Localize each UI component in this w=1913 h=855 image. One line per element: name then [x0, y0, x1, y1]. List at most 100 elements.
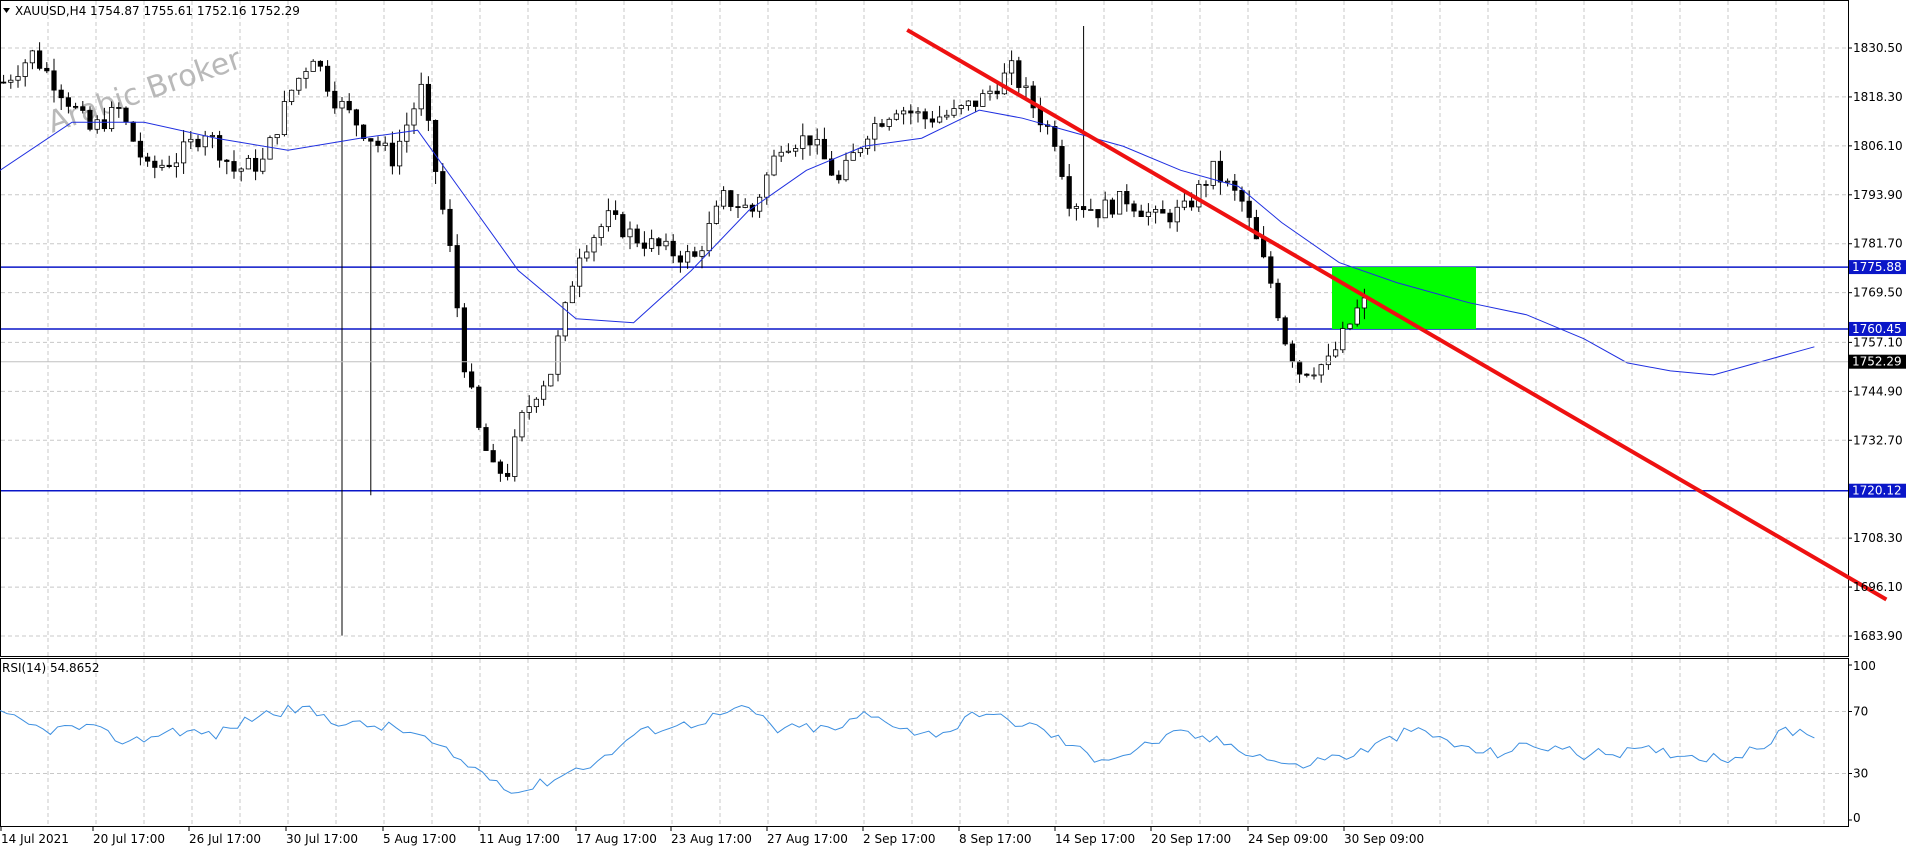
candle-body — [1145, 211, 1151, 218]
ohlc-label: 1754.87 1755.61 1752.16 1752.29 — [90, 4, 300, 18]
candle-body — [512, 436, 518, 477]
candle-body — [1297, 361, 1303, 375]
price-tick-label: 1793.90 — [1853, 188, 1903, 202]
candle-body — [814, 138, 820, 146]
time-tick-label: 5 Aug 17:00 — [383, 832, 456, 846]
candle-body — [677, 255, 684, 263]
candle-body — [1153, 209, 1159, 213]
candle-body — [252, 157, 259, 172]
candle-body — [288, 89, 295, 102]
horizontal-levels[interactable] — [1, 266, 1848, 492]
candle-body — [188, 138, 194, 143]
candle-body — [944, 114, 950, 118]
candle-body — [87, 110, 93, 130]
candle-body — [965, 100, 972, 106]
candle-body — [209, 135, 215, 137]
level-label: 1760.45 — [1852, 322, 1902, 336]
candle-body — [591, 237, 597, 253]
candle-body — [454, 245, 460, 309]
candle-body — [987, 90, 993, 95]
candle-body — [1181, 200, 1187, 208]
candle-body — [699, 250, 705, 257]
time-tick-label: 2 Sep 17:00 — [863, 832, 935, 846]
candle-body — [303, 71, 309, 79]
candle-body — [857, 147, 864, 154]
candle-body — [1023, 85, 1029, 88]
candle-body — [37, 50, 43, 69]
candle-body — [1203, 184, 1209, 186]
candle-body — [447, 208, 453, 246]
price-tick-label: 1830.50 — [1853, 41, 1903, 55]
candle-body — [216, 135, 223, 161]
candle-body — [613, 210, 619, 215]
candle-body — [656, 238, 662, 247]
rsi-label: RSI(14) 54.8652 — [2, 661, 100, 675]
candle-body — [159, 164, 165, 168]
candle-body — [1095, 209, 1101, 219]
candle-body — [1088, 209, 1094, 211]
candle-body — [0, 81, 7, 84]
time-tick-label: 24 Sep 09:00 — [1248, 832, 1328, 846]
level-label: 1775.88 — [1852, 260, 1902, 274]
time-tick-label: 17 Aug 17:00 — [576, 832, 657, 846]
candle-body — [706, 222, 712, 252]
candle-body — [1066, 176, 1072, 209]
candle-body — [1189, 200, 1195, 208]
candle-body — [908, 110, 914, 114]
candle-body — [1318, 364, 1324, 376]
candle-body — [202, 135, 208, 148]
candle-body — [411, 108, 417, 126]
candle-body — [627, 228, 633, 238]
candle-body — [821, 138, 828, 160]
downtrend-line[interactable] — [906, 28, 1888, 602]
candle-body — [649, 238, 655, 249]
candle-body — [548, 373, 554, 387]
candle-body — [137, 140, 143, 158]
price-tick-label: 1757.10 — [1853, 335, 1903, 349]
candle-body — [51, 70, 57, 91]
collapse-arrow-icon[interactable] — [3, 8, 10, 13]
candle-body — [116, 107, 122, 109]
candle-body — [663, 240, 669, 247]
candle-body — [1174, 206, 1180, 223]
candle-body — [915, 111, 921, 114]
candle-body — [1282, 317, 1288, 345]
candle-body — [1340, 328, 1346, 351]
candle-body — [886, 118, 892, 127]
candle-body — [836, 174, 842, 181]
candle-body — [1009, 60, 1015, 74]
candle-body — [1081, 206, 1087, 211]
candle-body — [94, 119, 100, 130]
rsi-tick-label: 100 — [1853, 659, 1876, 673]
candle-body — [1073, 206, 1079, 209]
time-tick-label: 14 Jul 2021 — [1, 832, 69, 846]
candle-body — [562, 302, 568, 337]
candle-body — [1030, 85, 1036, 109]
time-tick-label: 20 Sep 17:00 — [1151, 832, 1231, 846]
candle-body — [324, 65, 331, 92]
candle-body — [577, 257, 583, 287]
candle-body — [418, 83, 424, 110]
candle-body — [793, 148, 799, 152]
candle-body — [807, 135, 813, 146]
candle-body — [144, 156, 151, 162]
candle-body — [893, 113, 900, 120]
level-label-bg — [1849, 260, 1906, 275]
candle-body — [843, 159, 849, 181]
candle-body — [829, 158, 835, 176]
candle-body — [641, 242, 648, 249]
candle-body — [166, 164, 172, 167]
candle-body — [440, 171, 446, 210]
candle-body — [1261, 238, 1267, 258]
candle-body — [800, 135, 806, 149]
candle-body — [1311, 374, 1317, 377]
candle-body — [368, 138, 374, 142]
candle-body — [742, 204, 748, 208]
time-tick-label: 8 Sep 17:00 — [959, 832, 1031, 846]
time-tick-label: 14 Sep 17:00 — [1055, 832, 1135, 846]
rsi-axis: 100 70 30 0 — [1848, 659, 1876, 825]
rsi-tick-label: 70 — [1853, 705, 1868, 719]
candle-body — [310, 60, 316, 72]
candle-body — [346, 100, 352, 111]
